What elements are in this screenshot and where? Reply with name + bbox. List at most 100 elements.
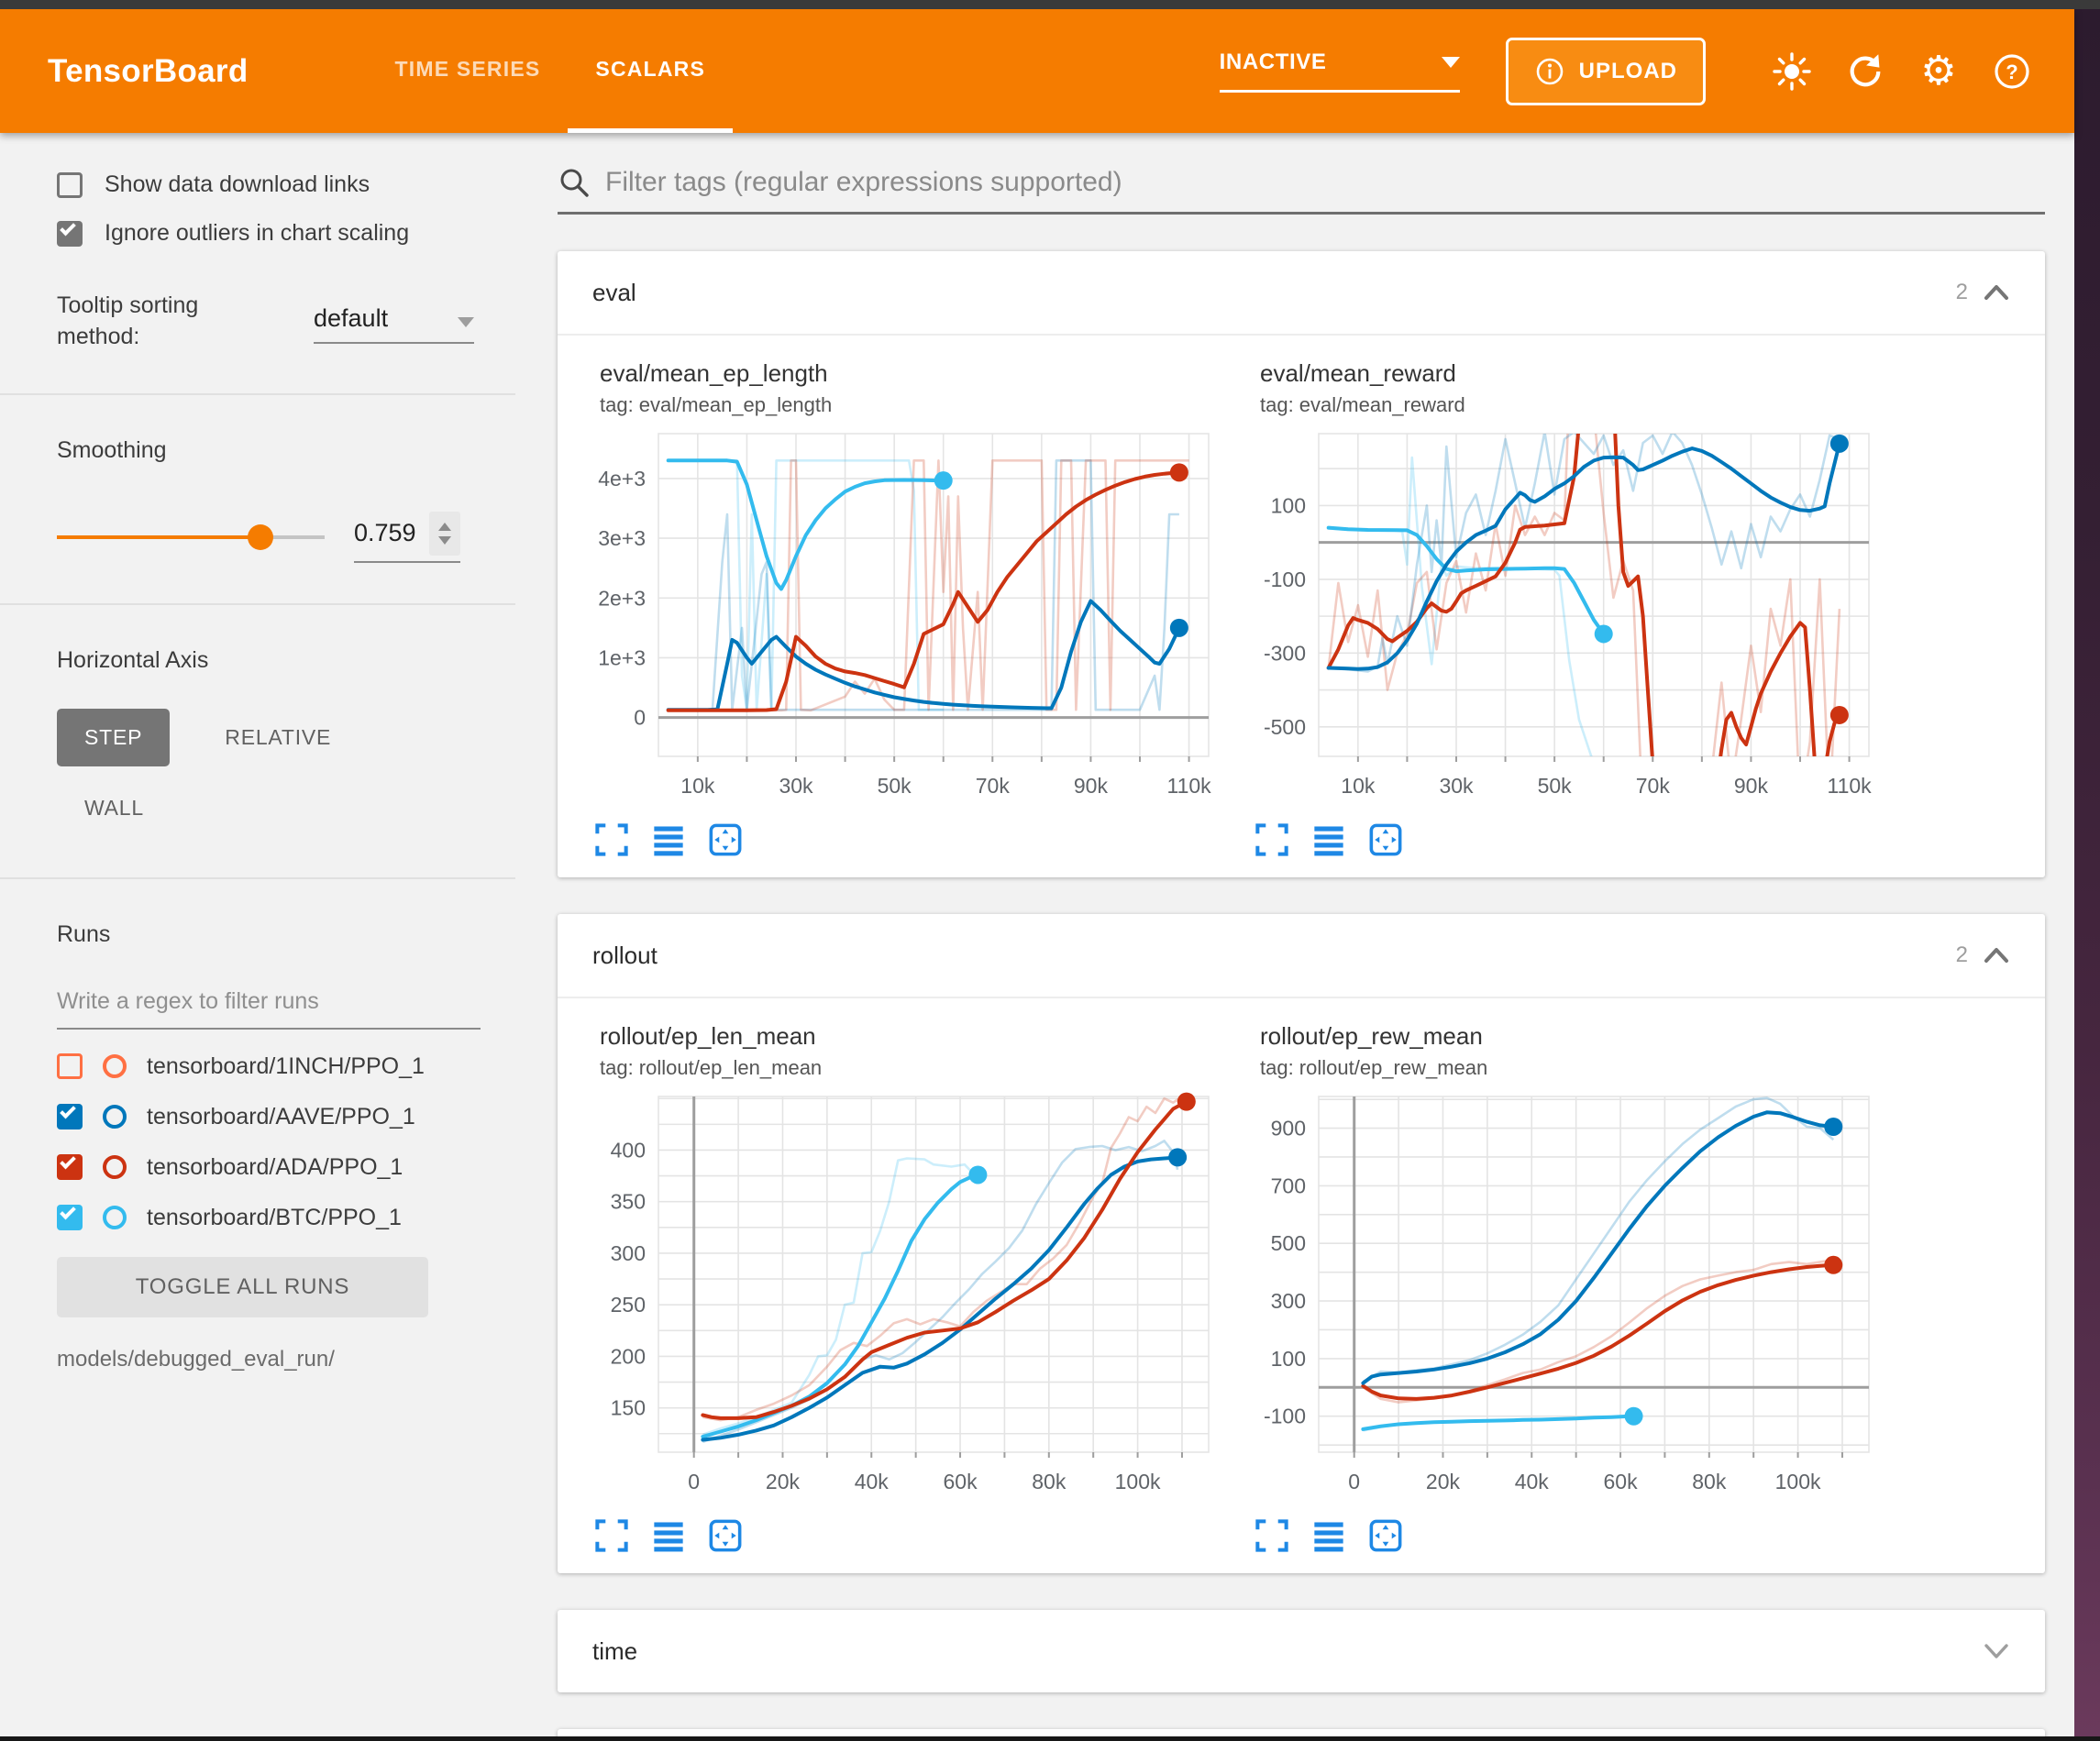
run-label: tensorboard/ADA/PPO_1 (147, 1153, 403, 1180)
svg-text:60k: 60k (1603, 1470, 1638, 1493)
line-chart-plot[interactable]: 100 -100 -300 -500 10k 30k 50k 70k 90k 110k (1245, 424, 1880, 807)
fit-domain-icon[interactable] (1368, 1518, 1403, 1553)
chevron-down-icon[interactable] (1983, 1641, 2010, 1661)
svg-text:0: 0 (1348, 1470, 1360, 1493)
svg-text:-100: -100 (1264, 567, 1306, 591)
ignore-outliers-checkbox[interactable] (57, 219, 83, 247)
chart-toolbar (1254, 1518, 1889, 1553)
svg-text:3e+3: 3e+3 (598, 526, 646, 550)
svg-text:100: 100 (1271, 493, 1306, 517)
axis-step-button[interactable]: STEP (57, 708, 171, 766)
svg-text:100: 100 (1271, 1347, 1306, 1371)
svg-text:10k: 10k (1341, 774, 1376, 798)
upload-button[interactable]: UPLOAD (1505, 37, 1706, 105)
run-checkbox[interactable] (57, 1053, 83, 1079)
expand-chart-icon[interactable] (1254, 1518, 1289, 1553)
settings-gear-icon[interactable]: ⚙ (1920, 48, 1957, 94)
chevron-up-icon[interactable] (1983, 282, 2010, 303)
view-data-table-icon[interactable] (1311, 1518, 1346, 1553)
fit-domain-icon[interactable] (708, 1518, 743, 1553)
charts-row-eval: eval/mean_ep_length tag: eval/mean_ep_len… (558, 334, 2045, 877)
ignore-outliers-label: Ignore outliers in chart scaling (105, 220, 410, 246)
svg-text:700: 700 (1271, 1174, 1306, 1197)
svg-text:500: 500 (1271, 1231, 1306, 1255)
view-data-table-icon[interactable] (651, 1518, 686, 1553)
svg-text:-100: -100 (1264, 1405, 1306, 1428)
slider-handle[interactable] (247, 523, 273, 550)
svg-text:-300: -300 (1264, 641, 1306, 665)
chevron-down-icon (458, 317, 474, 327)
category-header-rollout[interactable]: rollout 2 (558, 914, 2045, 997)
smoothing-slider[interactable] (57, 523, 325, 550)
line-chart-plot[interactable]: -100 100 300 500 700 900 0 20k 40k 60k 80k 100k (1245, 1087, 1880, 1503)
axis-wall-button[interactable]: WALL (84, 795, 144, 820)
svg-text:150: 150 (611, 1396, 646, 1420)
svg-text:300: 300 (1271, 1289, 1306, 1313)
chart-title: eval/mean_reward (1260, 359, 1456, 387)
fit-domain-icon[interactable] (1368, 822, 1403, 857)
browser-viewport: TensorBoard TIME SERIES SCALARS INACTIVE… (0, 9, 2074, 1736)
tab-time-series[interactable]: TIME SERIES (394, 56, 541, 81)
svg-text:-500: -500 (1264, 715, 1306, 739)
tab-scalars[interactable]: SCALARS (568, 9, 733, 133)
settings-sidebar: Show data download links Ignore outliers… (0, 133, 515, 1736)
run-color-ring-icon (103, 1155, 127, 1179)
chart-toolbar (1254, 822, 1889, 857)
svg-text:70k: 70k (976, 774, 1011, 798)
svg-text:2e+3: 2e+3 (598, 586, 646, 610)
runs-regex-input[interactable] (57, 980, 481, 1030)
runs-heading: Runs (57, 920, 111, 947)
svg-text:400: 400 (611, 1138, 646, 1162)
show-download-links-label: Show data download links (105, 171, 370, 197)
svg-text:30k: 30k (779, 774, 813, 798)
show-download-links-checkbox[interactable] (57, 171, 83, 198)
chevron-down-icon (1441, 57, 1460, 68)
category-header-time[interactable]: time (558, 1610, 2045, 1692)
chart-title: eval/mean_ep_length (600, 359, 828, 387)
line-chart-plot[interactable]: 150 200 250 300 350 400 0 20k 40k 60k 80k 100k (585, 1087, 1220, 1503)
expand-chart-icon[interactable] (1254, 822, 1289, 857)
charts-row-rollout: rollout/ep_len_mean tag: rollout/ep_len_m… (558, 997, 2045, 1573)
number-spinner[interactable] (429, 511, 460, 556)
chart-title: rollout/ep_len_mean (600, 1022, 816, 1050)
fit-domain-icon[interactable] (708, 822, 743, 857)
svg-text:4e+3: 4e+3 (598, 467, 646, 490)
smoothing-input[interactable] (354, 519, 429, 547)
spinner-down-icon (438, 535, 451, 545)
run-label: tensorboard/BTC/PPO_1 (147, 1204, 402, 1230)
expand-chart-icon[interactable] (594, 1518, 629, 1553)
chart-card: rollout/ep_rew_mean tag: rollout/ep_rew_m… (1245, 1022, 1889, 1553)
tooltip-sorting-value: default (314, 304, 389, 332)
run-color-ring-icon (103, 1105, 127, 1129)
horizontal-axis-label: Horizontal Axis (57, 646, 209, 673)
svg-text:110k: 110k (1827, 774, 1872, 798)
toggle-all-runs-button[interactable]: TOGGLE ALL RUNS (57, 1256, 428, 1317)
tag-filter-input[interactable] (605, 167, 2045, 198)
line-chart-plot[interactable]: 0 1e+3 2e+3 3e+3 4e+3 10k 30k 50k 70k 90k 110k (585, 424, 1220, 807)
svg-text:0: 0 (688, 1470, 700, 1493)
chevron-up-icon[interactable] (1983, 945, 2010, 965)
chart-tag: tag: rollout/ep_len_mean (600, 1056, 823, 1079)
view-data-table-icon[interactable] (651, 822, 686, 857)
run-checkbox[interactable] (57, 1152, 83, 1180)
view-data-table-icon[interactable] (1311, 822, 1346, 857)
category-header-eval[interactable]: eval 2 (558, 251, 2045, 334)
tooltip-sorting-label: Tooltip sorting method: (57, 292, 199, 349)
run-checkbox[interactable] (57, 1203, 83, 1230)
expand-chart-icon[interactable] (594, 822, 629, 857)
svg-text:250: 250 (611, 1293, 646, 1317)
svg-text:900: 900 (1271, 1117, 1306, 1140)
tooltip-sorting-select[interactable]: default (314, 291, 474, 344)
brightness-icon[interactable] (1768, 48, 1816, 95)
app-title: TensorBoard (48, 52, 249, 89)
run-row: tensorboard/ADA/PPO_1 (57, 1152, 515, 1181)
upload-status-dropdown[interactable]: INACTIVE (1219, 50, 1460, 93)
help-icon[interactable]: ? (1988, 48, 2036, 95)
refresh-icon[interactable] (1841, 48, 1889, 95)
run-checkbox[interactable] (57, 1102, 83, 1129)
tag-filter (558, 166, 2045, 215)
svg-text:40k: 40k (855, 1470, 890, 1493)
axis-relative-button[interactable]: RELATIVE (225, 724, 332, 749)
svg-text:90k: 90k (1734, 774, 1769, 798)
